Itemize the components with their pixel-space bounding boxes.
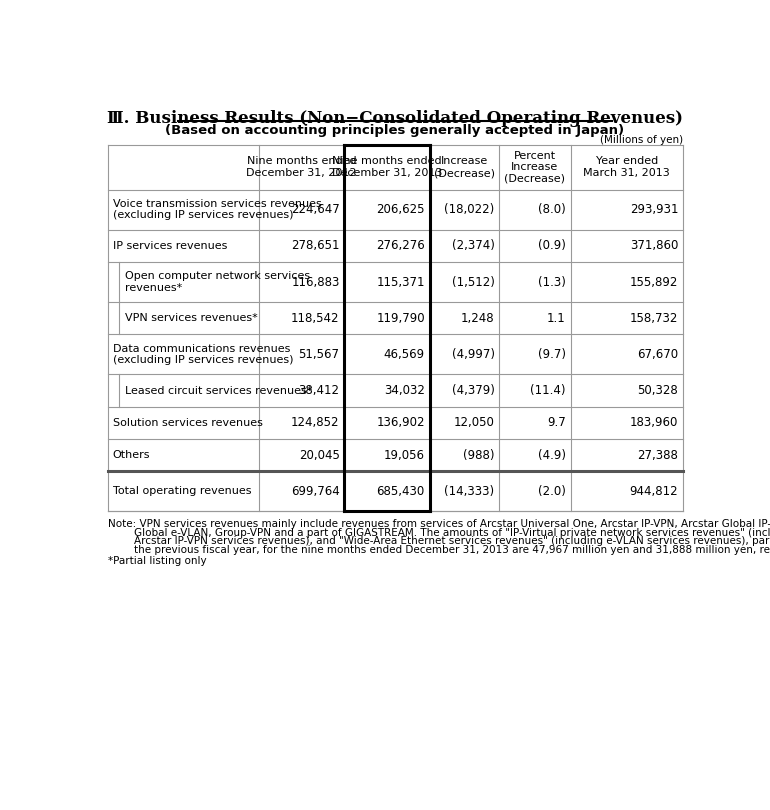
Text: 158,732: 158,732: [630, 312, 678, 325]
Text: Note: VPN services revenues mainly include revenues from services of Arcstar Uni: Note: VPN services revenues mainly inclu…: [108, 519, 770, 529]
Text: 50,328: 50,328: [638, 384, 678, 397]
Text: 155,892: 155,892: [630, 275, 678, 288]
Text: Others: Others: [112, 450, 150, 460]
Text: (9.7): (9.7): [538, 347, 566, 361]
Text: 1,248: 1,248: [461, 312, 494, 325]
Text: 276,276: 276,276: [376, 239, 425, 252]
Text: Open computer network services
revenues*: Open computer network services revenues*: [125, 271, 310, 292]
Text: (14,333): (14,333): [444, 485, 494, 498]
Text: 12,050: 12,050: [454, 416, 494, 429]
Text: Arcstar IP-VPN services revenues), and "Wide-Area Ethernet services revenues" (i: Arcstar IP-VPN services revenues), and "…: [108, 536, 770, 546]
Text: 136,902: 136,902: [377, 416, 425, 429]
Text: (0.9): (0.9): [538, 239, 566, 252]
Text: (1.3): (1.3): [538, 275, 566, 288]
Text: (4.9): (4.9): [538, 449, 566, 462]
Text: 124,852: 124,852: [291, 416, 340, 429]
Text: Nine months ended
December 31, 2012: Nine months ended December 31, 2012: [246, 156, 357, 178]
Text: Ⅲ. Business Results (Non−Consolidated Operating Revenues): Ⅲ. Business Results (Non−Consolidated Op…: [106, 110, 683, 127]
Text: Solution services revenues: Solution services revenues: [112, 418, 263, 428]
Text: 944,812: 944,812: [630, 485, 678, 498]
Text: 116,883: 116,883: [291, 275, 340, 288]
Text: (4,379): (4,379): [452, 384, 494, 397]
Text: 293,931: 293,931: [630, 203, 678, 216]
Text: 371,860: 371,860: [630, 239, 678, 252]
Text: the previous fiscal year, for the nine months ended December 31, 2013 are 47,967: the previous fiscal year, for the nine m…: [108, 544, 770, 555]
Text: Voice transmission services revenues
(excluding IP services revenues): Voice transmission services revenues (ex…: [112, 198, 321, 220]
Text: (2.0): (2.0): [538, 485, 566, 498]
Text: 206,625: 206,625: [377, 203, 425, 216]
Text: 38,412: 38,412: [299, 384, 340, 397]
Text: IP services revenues: IP services revenues: [112, 241, 227, 251]
Text: Year ended
March 31, 2013: Year ended March 31, 2013: [584, 156, 670, 178]
Text: 27,388: 27,388: [638, 449, 678, 462]
Text: (2,374): (2,374): [452, 239, 494, 252]
Text: (Based on accounting principles generally accepted in Japan): (Based on accounting principles generall…: [165, 124, 624, 137]
Text: Global e-VLAN, Group-VPN and a part of GIGASTREAM. The amounts of "IP-Virtual pr: Global e-VLAN, Group-VPN and a part of G…: [108, 527, 770, 538]
Text: (1,512): (1,512): [452, 275, 494, 288]
Text: 34,032: 34,032: [384, 384, 425, 397]
Text: 9.7: 9.7: [547, 416, 566, 429]
Text: Data communications revenues
(excluding IP services revenues): Data communications revenues (excluding …: [112, 343, 293, 365]
Text: (Millions of yen): (Millions of yen): [600, 135, 683, 145]
Text: 119,790: 119,790: [377, 312, 425, 325]
Text: 685,430: 685,430: [377, 485, 425, 498]
Text: (11.4): (11.4): [531, 384, 566, 397]
Text: (988): (988): [463, 449, 494, 462]
Text: 51,567: 51,567: [299, 347, 340, 361]
Text: (4,997): (4,997): [451, 347, 494, 361]
Text: 278,651: 278,651: [291, 239, 340, 252]
Text: Total operating revenues: Total operating revenues: [112, 487, 251, 497]
Text: Nine months ended
December 31, 2013: Nine months ended December 31, 2013: [332, 156, 442, 178]
Text: Leased circuit services revenues*: Leased circuit services revenues*: [125, 386, 313, 395]
Text: 115,371: 115,371: [377, 275, 425, 288]
Text: Increase
(Decrease): Increase (Decrease): [434, 156, 495, 178]
Text: 19,056: 19,056: [384, 449, 425, 462]
Text: (8.0): (8.0): [538, 203, 566, 216]
Text: VPN services revenues*: VPN services revenues*: [125, 313, 258, 323]
Text: 699,764: 699,764: [291, 485, 340, 498]
Text: 20,045: 20,045: [299, 449, 340, 462]
Text: *Partial listing only: *Partial listing only: [108, 556, 206, 566]
Text: 46,569: 46,569: [383, 347, 425, 361]
Text: 1.1: 1.1: [547, 312, 566, 325]
Text: 183,960: 183,960: [630, 416, 678, 429]
Text: 118,542: 118,542: [291, 312, 340, 325]
Text: Percent
Increase
(Decrease): Percent Increase (Decrease): [504, 151, 565, 184]
Text: 67,670: 67,670: [637, 347, 678, 361]
Text: (18,022): (18,022): [444, 203, 494, 216]
Text: 224,647: 224,647: [291, 203, 340, 216]
